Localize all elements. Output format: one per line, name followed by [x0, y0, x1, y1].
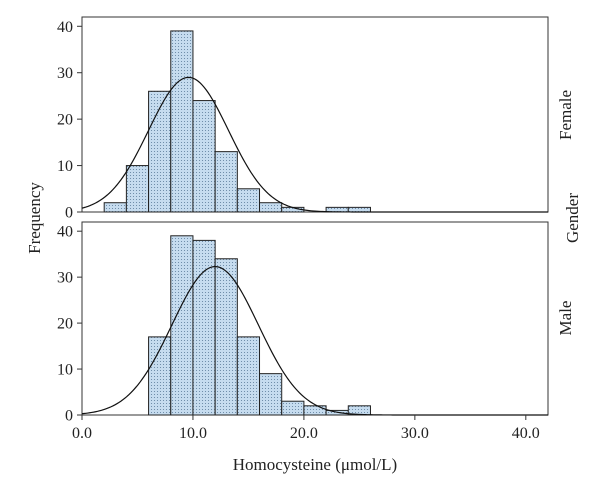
male-y-tick-label-10: 10	[57, 362, 73, 379]
male-normal-curve	[81, 265, 548, 416]
female-panel-label: Female	[556, 90, 575, 140]
female-panel-frame	[81, 16, 549, 213]
male-bar-12-14	[214, 258, 238, 416]
female-bar-14-16	[236, 188, 261, 213]
y-axis-label: Frequency	[25, 182, 44, 254]
female-bar-4-6	[125, 165, 150, 213]
female-bar-12-14	[214, 151, 238, 213]
female-bar-8-10	[170, 30, 194, 213]
male-bars	[148, 235, 371, 416]
x-tick-label-10: 10.0	[179, 425, 207, 442]
x-tick-label-20: 20.0	[290, 425, 318, 442]
female-bar-10-12	[192, 100, 216, 213]
x-axis-label: Homocysteine (μmol/L)	[233, 455, 397, 474]
normal-curves	[81, 76, 548, 416]
male-bar-16-18	[259, 373, 283, 416]
female-y-tick-label-40: 40	[57, 19, 73, 36]
male-y-tick-label-40: 40	[57, 224, 73, 241]
male-panel-label: Male	[556, 301, 575, 336]
y-axis-ticks: 0 10 20 30 40 0 10 20 30 40	[57, 19, 82, 425]
male-y-tick-label-0: 0	[65, 408, 73, 425]
female-y-tick-label-30: 30	[57, 65, 73, 82]
x-tick-label-0: 0.0	[72, 425, 92, 442]
male-bar-8-10	[170, 235, 194, 416]
female-normal-curve	[81, 76, 548, 213]
female-bar-16-18	[259, 202, 283, 213]
female-bar-2-4	[103, 202, 127, 213]
female-y-tick-label-10: 10	[57, 158, 73, 175]
facet-gender-label: Gender	[563, 193, 582, 243]
male-bar-14-16	[236, 336, 261, 416]
male-bar-20-22	[303, 405, 327, 416]
male-bar-18-20	[281, 400, 305, 416]
x-axis-ticks: 0.0 10.0 20.0 30.0 40.0	[72, 415, 540, 442]
female-y-tick-label-20: 20	[57, 112, 73, 129]
female-y-tick-label-0: 0	[65, 205, 73, 222]
x-tick-label-40: 40.0	[512, 425, 540, 442]
x-tick-label-30: 30.0	[401, 425, 429, 442]
female-bar-24-26	[347, 206, 371, 213]
male-y-tick-label-20: 20	[57, 316, 73, 333]
male-y-tick-label-30: 30	[57, 270, 73, 287]
female-bars	[103, 30, 371, 213]
